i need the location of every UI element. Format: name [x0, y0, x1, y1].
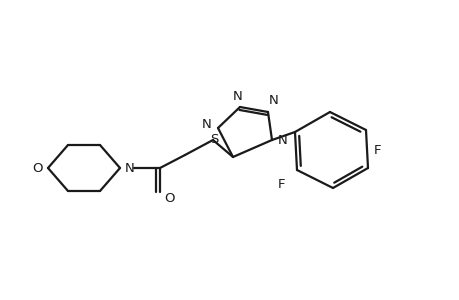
Text: F: F — [278, 178, 285, 190]
Text: N: N — [202, 118, 212, 130]
Text: S: S — [209, 133, 218, 146]
Text: N: N — [125, 161, 134, 175]
Text: F: F — [374, 143, 381, 157]
Text: N: N — [269, 94, 278, 106]
Text: O: O — [33, 161, 43, 175]
Text: N: N — [278, 134, 287, 146]
Text: N: N — [233, 89, 242, 103]
Text: O: O — [164, 193, 175, 206]
